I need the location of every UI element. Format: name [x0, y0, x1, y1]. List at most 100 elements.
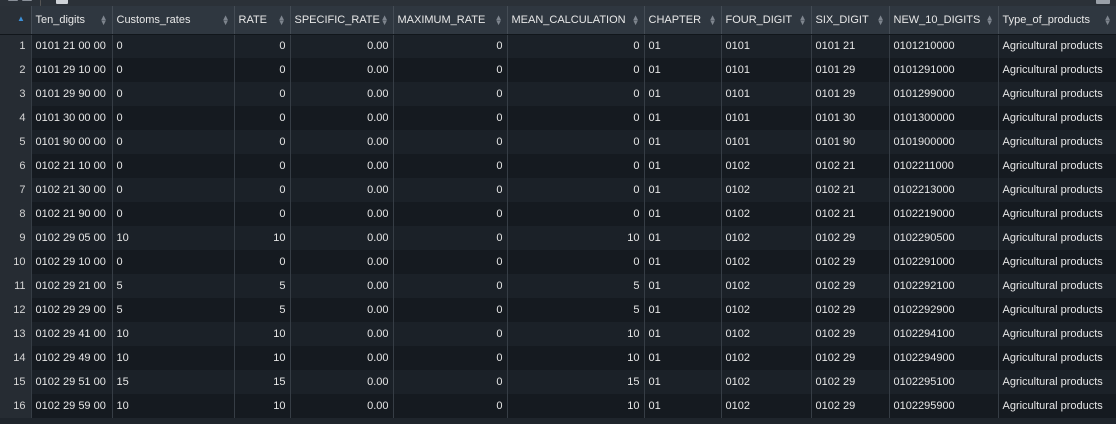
- table-cell: 0102295900: [889, 394, 999, 418]
- table-cell: 01: [644, 106, 722, 130]
- toolbar-divider: [40, 0, 41, 6]
- table-cell: 0: [234, 130, 291, 154]
- table-cell: 01: [644, 346, 722, 370]
- table-cell: 0102 29 21 00: [31, 274, 113, 298]
- column-header-ten-digits[interactable]: Ten_digits ▲ ▼: [31, 6, 113, 35]
- table-cell: 01: [644, 226, 722, 250]
- table-row[interactable]: 9 0102 29 05 00 10 10 0.00 0 10 01 0102 0102 29 01…: [0, 226, 1116, 250]
- table-cell: 0: [393, 154, 508, 178]
- table-cell: 0102292100: [889, 274, 999, 298]
- table-row[interactable]: 16 0102 29 59 00 10 10 0.00 0 10 01 0102 0102 29 0…: [0, 394, 1116, 418]
- open-in-window-icon[interactable]: [56, 0, 68, 4]
- table-cell: 5: [507, 274, 645, 298]
- row-index-header[interactable]: ▲: [0, 6, 32, 35]
- row-index: 13: [0, 322, 32, 346]
- table-cell: 0102294100: [889, 322, 999, 346]
- search-icon[interactable]: [1096, 0, 1110, 4]
- table-cell: 0: [393, 346, 508, 370]
- table-cell: 10: [234, 394, 291, 418]
- back-arrow-icon[interactable]: [8, 0, 18, 1]
- column-header-rate[interactable]: RATE ▲ ▼: [234, 6, 291, 35]
- table-cell: 0102: [721, 394, 812, 418]
- table-cell: Agricultural products: [998, 58, 1116, 82]
- table-cell: 0101: [721, 58, 812, 82]
- table-cell: 10: [112, 346, 235, 370]
- column-header-customs-rates[interactable]: Customs_rates ▲ ▼: [112, 6, 235, 35]
- table-row[interactable]: 12 0102 29 29 00 5 5 0.00 0 5 01 0102 0102 29 0102…: [0, 298, 1116, 322]
- row-index: 7: [0, 178, 32, 202]
- table-cell: 0101 90: [811, 130, 890, 154]
- table-row[interactable]: 4 0101 30 00 00 0 0 0.00 0 0 01 0101 0101 30 01013…: [0, 106, 1116, 130]
- table-row[interactable]: 1 0101 21 00 00 0 0 0.00 0 0 01 0101 0101 21 01012…: [0, 34, 1116, 58]
- table-cell: 0: [393, 130, 508, 154]
- table-cell: 0: [234, 154, 291, 178]
- table-cell: 10: [112, 394, 235, 418]
- table-cell: 01: [644, 250, 722, 274]
- table-cell: 0: [393, 394, 508, 418]
- table-row[interactable]: 14 0102 29 49 00 10 10 0.00 0 10 01 0102 0102 29 0…: [0, 346, 1116, 370]
- table-row[interactable]: 15 0102 29 51 00 15 15 0.00 0 15 01 0102 0102 29 0…: [0, 370, 1116, 394]
- table-cell: Agricultural products: [998, 154, 1116, 178]
- table-row[interactable]: 6 0102 21 10 00 0 0 0.00 0 0 01 0102 0102 21 01022…: [0, 154, 1116, 178]
- table-cell: 0102 21: [811, 202, 890, 226]
- table-cell: 0102: [721, 346, 812, 370]
- table-row[interactable]: 8 0102 21 90 00 0 0 0.00 0 0 01 0102 0102 21 01022…: [0, 202, 1116, 226]
- sort-arrows-icon: ▲ ▼: [99, 13, 108, 27]
- table-cell: 5: [507, 298, 645, 322]
- column-header-chapter[interactable]: CHAPTER ▲ ▼: [644, 6, 722, 35]
- table-cell: 01: [644, 82, 722, 106]
- table-row[interactable]: 3 0101 29 90 00 0 0 0.00 0 0 01 0101 0101 29 01012…: [0, 82, 1116, 106]
- table-row[interactable]: 10 0102 29 10 00 0 0 0.00 0 0 01 0102 0102 29 0102…: [0, 250, 1116, 274]
- table-cell: 01: [644, 394, 722, 418]
- table-row[interactable]: 5 0101 90 00 00 0 0 0.00 0 0 01 0101 0101 90 01019…: [0, 130, 1116, 154]
- row-index: 8: [0, 202, 32, 226]
- column-header-type-of-products[interactable]: Type_of_products ▲ ▼: [998, 6, 1116, 35]
- table-cell: 0102 29: [811, 298, 890, 322]
- table-cell: 0: [112, 130, 235, 154]
- table-cell: 0.00: [290, 226, 394, 250]
- table-cell: 0102294900: [889, 346, 999, 370]
- column-header-six-digit[interactable]: SIX_DIGIT ▲ ▼: [811, 6, 890, 35]
- table-cell: 0.00: [290, 130, 394, 154]
- table-cell: 10: [507, 394, 645, 418]
- table-cell: 0.00: [290, 346, 394, 370]
- table-cell: 0: [507, 130, 645, 154]
- sort-arrows-icon: ▲ ▼: [708, 13, 717, 27]
- column-header-label: NEW_10_DIGITS: [893, 13, 981, 26]
- table-cell: 0: [234, 34, 291, 58]
- table-cell: 0101 29: [811, 58, 890, 82]
- row-index: 4: [0, 106, 32, 130]
- table-cell: 01: [644, 154, 722, 178]
- table-cell: 0: [393, 34, 508, 58]
- data-table: ▲ Ten_digits ▲ ▼ Customs_rates ▲ ▼ RATE ▲ ▼ SPECIF…: [0, 6, 1116, 418]
- table-cell: 0.00: [290, 34, 394, 58]
- table-cell: 10: [112, 226, 235, 250]
- table-cell: 0: [393, 370, 508, 394]
- sort-ascending-icon: ▲: [17, 14, 25, 23]
- table-cell: Agricultural products: [998, 250, 1116, 274]
- column-header-new-10-digits[interactable]: NEW_10_DIGITS ▲ ▼: [889, 6, 999, 35]
- sort-arrows-icon: ▲ ▼: [798, 13, 807, 27]
- forward-arrow-icon[interactable]: [22, 0, 32, 1]
- column-header-specific-rate[interactable]: SPECIFIC_RATE ▲ ▼: [290, 6, 394, 35]
- column-header-four-digit[interactable]: FOUR_DIGIT ▲ ▼: [721, 6, 812, 35]
- table-row[interactable]: 7 0102 21 30 00 0 0 0.00 0 0 01 0102 0102 21 01022…: [0, 178, 1116, 202]
- table-cell: 0102219000: [889, 202, 999, 226]
- table-cell: 0101 90 00 00: [31, 130, 113, 154]
- table-cell: 0: [393, 178, 508, 202]
- table-cell: 0101 21 00 00: [31, 34, 113, 58]
- table-row[interactable]: 2 0101 29 10 00 0 0 0.00 0 0 01 0101 0101 29 01012…: [0, 58, 1116, 82]
- table-cell: 0: [393, 274, 508, 298]
- table-cell: 0101 29: [811, 82, 890, 106]
- table-cell: Agricultural products: [998, 298, 1116, 322]
- table-cell: 0101291000: [889, 58, 999, 82]
- table-row[interactable]: 13 0102 29 41 00 10 10 0.00 0 10 01 0102 0102 29 0…: [0, 322, 1116, 346]
- table-row[interactable]: 11 0102 29 21 00 5 5 0.00 0 5 01 0102 0102 29 0102…: [0, 274, 1116, 298]
- table-cell: 0101300000: [889, 106, 999, 130]
- column-header-mean-calculation[interactable]: MEAN_CALCULATION ▲ ▼: [507, 6, 645, 35]
- table-cell: 0: [507, 202, 645, 226]
- column-header-maximum-rate[interactable]: MAXIMUM_RATE ▲ ▼: [393, 6, 508, 35]
- row-index: 6: [0, 154, 32, 178]
- table-cell: 01: [644, 34, 722, 58]
- table-cell: 0: [393, 226, 508, 250]
